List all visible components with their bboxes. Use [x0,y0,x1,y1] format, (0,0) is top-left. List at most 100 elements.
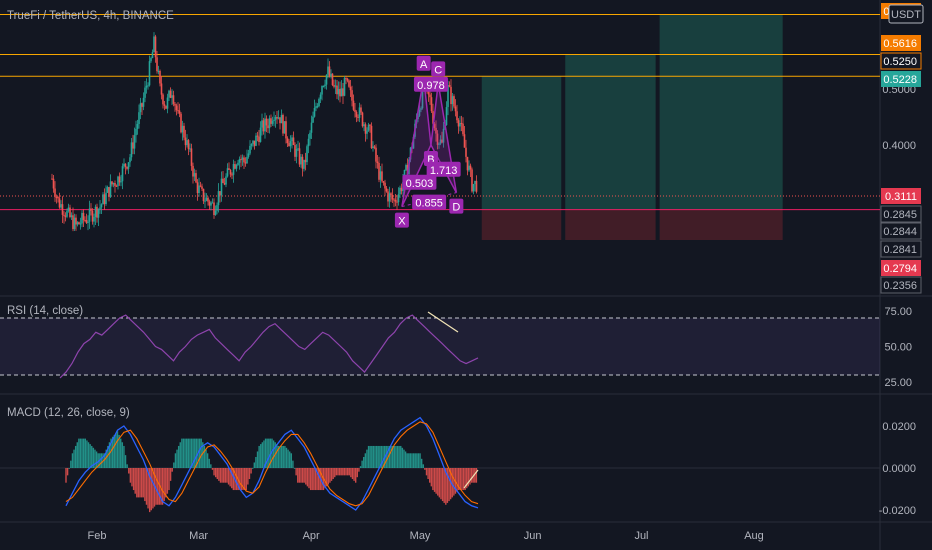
macd-histogram-bar [443,468,445,503]
time-tick-label[interactable]: Jun [524,530,542,542]
macd-histogram-bar [474,468,476,483]
candle-body [225,176,227,185]
macd-histogram-bar [406,453,408,468]
candle-body [181,125,184,133]
candle-body [51,178,53,180]
currency-badge[interactable]: USDT [888,4,924,24]
rsi-tick-label[interactable]: 75.00 [884,306,912,318]
price-label-badge[interactable] [880,52,922,70]
pattern-ratio-badge[interactable] [412,194,447,210]
stop-zone-3[interactable] [659,209,783,240]
pattern-point-d-badge[interactable] [449,198,464,214]
time-tick-label[interactable]: May [410,530,431,542]
macd-axis[interactable]: 0.0200 0.0000 -0.0200 [879,421,916,517]
candle-body [469,165,472,170]
stop-zone-2[interactable] [565,209,656,240]
macd-tick-label[interactable]: 0.0000 [882,463,916,475]
macd-histogram-bar [346,468,349,476]
candle-body [430,97,433,112]
candle-body [369,124,371,126]
macd-tick-label[interactable]: -0.0200 [879,505,916,517]
rsi-axis[interactable]: 75.00 50.00 25.00 [884,306,912,389]
candle-body [349,86,352,91]
candle-body [148,61,151,86]
candle-body [70,215,73,218]
pattern-point-c-badge[interactable] [431,61,446,77]
candle-body [66,210,68,217]
macd-histogram-bar [350,468,352,478]
candle-body [213,202,215,215]
candle-body [91,210,94,222]
macd-histogram-bar [425,468,428,476]
macd-histogram-bar [205,449,207,468]
rsi-tick-label[interactable]: 25.00 [884,377,912,389]
price-label-badge[interactable] [881,71,921,87]
candle-body [360,107,362,113]
candle-body [90,208,92,211]
pattern-ratio-badge[interactable] [402,174,437,190]
macd-histogram-bar [160,468,162,505]
price-label-text: 0.2845 [883,209,917,221]
price-tick-label[interactable]: 0.4000 [882,140,916,152]
candle-body [126,166,128,169]
pattern-point-a-badge[interactable] [416,55,431,71]
macd-histogram-bar [451,468,453,498]
macd-histogram-bar [182,438,185,468]
macd-histogram-bar [385,445,387,468]
time-tick-label[interactable]: Jul [634,530,648,542]
macd-histogram-bar [361,460,363,468]
time-tick-label[interactable]: Apr [303,530,320,542]
candle-body [127,162,130,169]
candle-body [270,118,272,124]
macd-histogram-bar [91,445,93,468]
price-label-badge[interactable] [880,205,922,223]
time-tick-label[interactable]: Mar [189,530,208,542]
candle-body [279,117,281,124]
price-label-badge[interactable] [880,276,922,294]
pattern-ratio-badge[interactable] [426,161,461,177]
time-axis[interactable]: Feb Mar Apr May Jun Jul Aug [88,530,764,542]
pattern-point-x-badge[interactable] [394,212,409,228]
price-label-badge[interactable] [881,260,921,276]
target-zone-1[interactable] [481,76,562,210]
macd-histogram-bar [194,438,196,468]
candle-body [393,199,395,201]
candle-body [475,180,478,192]
macd-histogram-bar [115,433,117,468]
candle-body [145,85,148,88]
time-tick-label[interactable]: Aug [744,530,764,542]
price-label-badge[interactable] [881,188,921,204]
candle-body [193,173,196,177]
macd-tick-label[interactable]: 0.0200 [882,421,916,433]
candle-body [355,111,358,117]
macd-histogram-bar [118,434,120,468]
time-tick-label[interactable]: Feb [88,530,107,542]
rsi-title: RSI (14, close) [7,305,83,317]
macd-histogram-bar [261,442,264,468]
price-label-badge[interactable] [880,240,922,258]
candle-body [357,116,359,118]
price-axis[interactable]: 0.50000.40000.63310.56160.52500.52280.31… [880,3,922,294]
pattern-ratio-badge[interactable] [413,76,448,92]
stop-zone-1[interactable] [481,209,562,240]
price-label-badge[interactable] [880,222,922,240]
candle-body [222,178,224,184]
chart-title: TrueFi / TetherUS, 4h, BINANCE [7,10,174,22]
candle-body [354,109,356,112]
rsi-tick-label[interactable]: 50.00 [884,342,912,354]
macd-histogram-bar [326,468,328,487]
target-zone-3[interactable] [659,14,783,210]
target-zone-2[interactable] [565,54,656,210]
candle-body [309,132,311,139]
risk-reward-zones[interactable] [481,14,783,240]
candle-body [412,136,415,149]
macd-histogram-bar [348,468,350,476]
macd-histogram-bar [433,468,436,492]
candle-body [474,180,476,185]
macd-histogram-bar [359,466,362,468]
candle-body [352,100,355,110]
candle-body [438,143,440,145]
price-label-badge[interactable] [881,35,921,51]
